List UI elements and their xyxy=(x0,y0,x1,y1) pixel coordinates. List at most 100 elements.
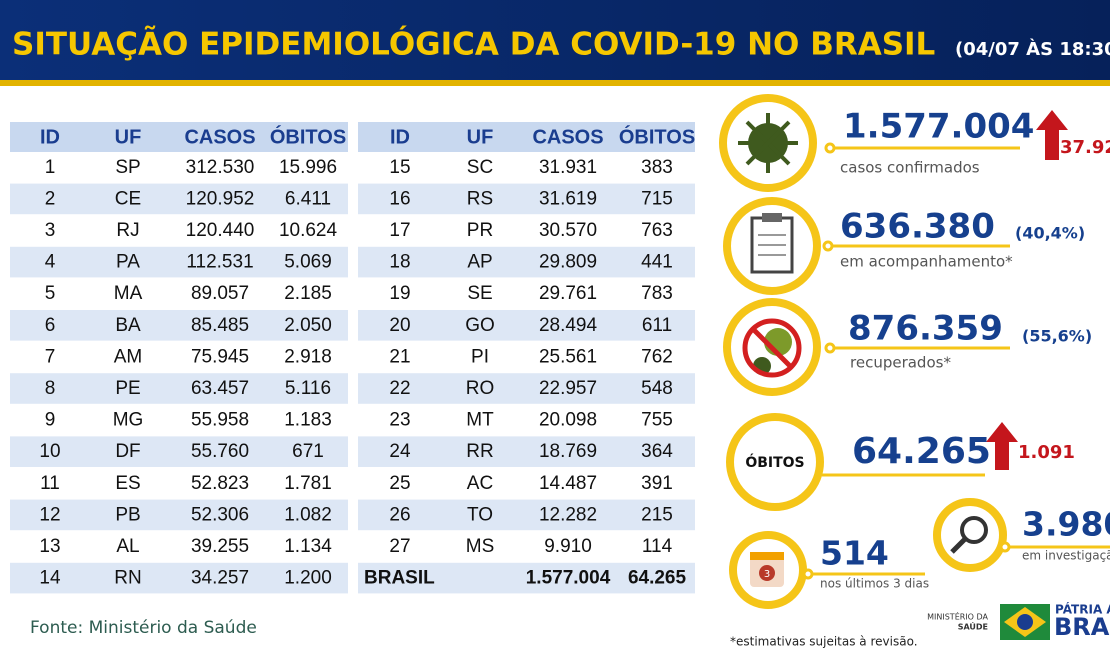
table-row-bg xyxy=(10,436,348,467)
table-cell: 31.619 xyxy=(539,188,597,209)
table-cell: 28.494 xyxy=(539,315,598,336)
table-cell: 55.760 xyxy=(191,441,249,462)
table-cell: 312.530 xyxy=(186,157,255,178)
table-cell: 1.082 xyxy=(284,504,332,525)
brand-logo: PÁTRIA AM xyxy=(1055,602,1110,617)
footnote: *estimativas sujeitas à revisão. xyxy=(730,635,918,649)
table-cell: RS xyxy=(467,188,493,209)
table-cell: 16 xyxy=(389,188,410,209)
table-cell: PR xyxy=(467,220,493,241)
table-row-bg xyxy=(10,499,348,531)
table-cell: 20.098 xyxy=(539,410,597,431)
table-cell: 13 xyxy=(39,536,60,557)
stat-value: 514 xyxy=(820,534,889,573)
table-cell: 2.050 xyxy=(284,315,332,336)
table-cell: 22 xyxy=(389,378,410,399)
table-cell: RO xyxy=(466,378,495,399)
table-row-bg xyxy=(10,562,348,594)
table-cell: 114 xyxy=(642,536,673,557)
table-cell: 1.134 xyxy=(284,536,332,557)
table-cell: 52.306 xyxy=(191,504,249,525)
column-header: ID xyxy=(40,126,60,148)
table-cell: 20 xyxy=(389,315,410,336)
table-cell: 14.487 xyxy=(539,473,597,494)
virus-icon xyxy=(738,113,798,173)
table-total: 64.265 xyxy=(628,568,687,589)
table-cell: 783 xyxy=(641,283,673,304)
header-bar xyxy=(0,80,1110,86)
table-cell: 5 xyxy=(45,283,56,304)
table-cell: 3 xyxy=(45,220,56,241)
table-cell: 17 xyxy=(389,220,410,241)
column-header: UF xyxy=(115,126,142,148)
brand-flag xyxy=(1017,614,1033,630)
table-cell: PI xyxy=(471,346,489,367)
table-cell: 55.958 xyxy=(191,410,249,431)
table-cell: 63.457 xyxy=(191,378,249,399)
table-cell: MG xyxy=(113,410,144,431)
table-cell: 85.485 xyxy=(191,315,249,336)
date: (04/07 ÀS 18:30 xyxy=(955,38,1110,60)
column-header: ID xyxy=(390,126,410,148)
column-header: UF xyxy=(467,126,494,148)
brand-logo: BRAS xyxy=(1054,613,1110,641)
table-cell: 34.257 xyxy=(191,568,249,589)
stat-label: nos últimos 3 dias xyxy=(820,577,929,591)
table-cell: 29.809 xyxy=(539,252,597,273)
deaths-badge: ÓBITOS xyxy=(745,453,804,471)
column-header: CASOS xyxy=(184,126,255,148)
table-total: BRASIL xyxy=(364,568,435,589)
table-cell: PB xyxy=(115,504,140,525)
table-row-bg xyxy=(10,183,348,215)
header-bg xyxy=(0,0,1110,80)
table-cell: 21 xyxy=(389,346,410,367)
table-cell: 75.945 xyxy=(191,346,249,367)
table-cell: 112.531 xyxy=(186,252,253,273)
table-cell: DF xyxy=(115,441,140,462)
table-cell: 23 xyxy=(389,410,410,431)
table-cell: 5.116 xyxy=(285,378,331,399)
table-row-bg xyxy=(10,373,348,404)
table-cell: 2.185 xyxy=(284,283,332,304)
table-cell: 215 xyxy=(641,504,673,525)
table-cell: 8 xyxy=(45,378,56,399)
table-cell: AL xyxy=(116,536,139,557)
table-row-bg xyxy=(358,373,695,404)
table-cell: AP xyxy=(467,252,492,273)
table-cell: AM xyxy=(114,346,143,367)
stat-value: 3.980 xyxy=(1022,505,1110,544)
table-cell: 391 xyxy=(641,473,673,494)
table-row-bg xyxy=(10,531,348,562)
table-cell: 29.761 xyxy=(539,283,597,304)
table-cell: 671 xyxy=(292,441,324,462)
table-cell: 39.255 xyxy=(191,536,249,557)
table-cell: 52.823 xyxy=(191,473,249,494)
table-row-bg xyxy=(358,531,695,562)
underlines xyxy=(802,142,1110,580)
table-cell: 24 xyxy=(389,441,411,462)
table-cell: 12 xyxy=(39,504,60,525)
table-cell: 762 xyxy=(641,346,673,367)
table-cell: PE xyxy=(115,378,140,399)
stat-label: casos confirmados xyxy=(840,159,980,177)
table-cell: SC xyxy=(467,157,493,178)
source: Fonte: Ministério da Saúde xyxy=(30,618,257,638)
stat-change: 37.92 xyxy=(1060,137,1110,158)
table-row-bg xyxy=(10,152,348,183)
table-cell: 755 xyxy=(641,410,673,431)
table-header-bg xyxy=(10,122,348,152)
column-header: ÓBITOS xyxy=(619,124,695,148)
table-cell: CE xyxy=(115,188,141,209)
table-cell: 31.931 xyxy=(539,157,597,178)
table-cell: MT xyxy=(466,410,494,431)
table-row-bg xyxy=(358,499,695,531)
table-total: 1.577.004 xyxy=(526,568,611,589)
table-cell: 120.440 xyxy=(186,220,255,241)
table-cell: 763 xyxy=(641,220,673,241)
table-row-bg xyxy=(358,468,695,499)
table-header-bg xyxy=(358,122,695,152)
table-cell: 715 xyxy=(641,188,673,209)
table-cell: 18 xyxy=(389,252,410,273)
table-cell: MS xyxy=(466,536,495,557)
